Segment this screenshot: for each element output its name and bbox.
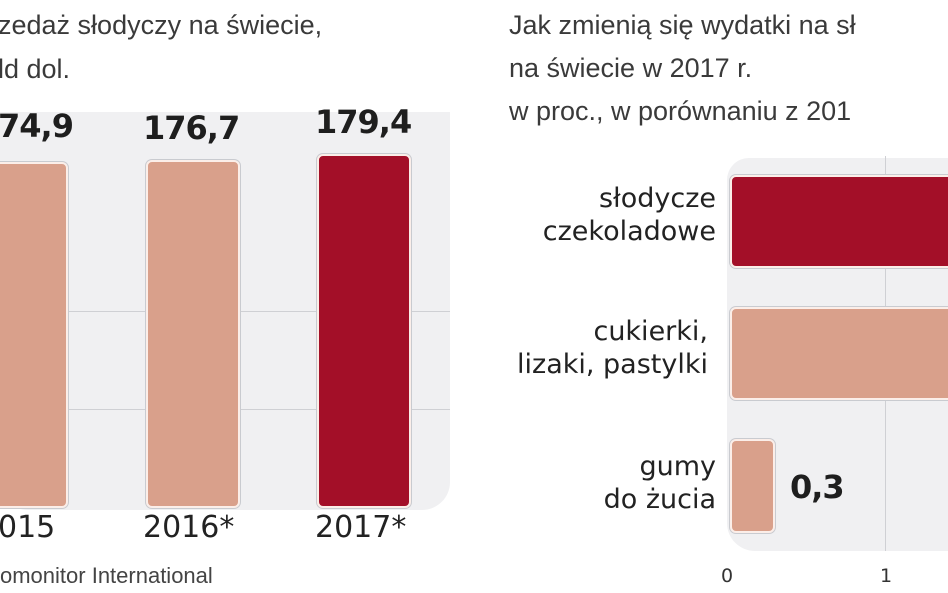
category-label-line: słodycze <box>598 183 716 214</box>
right-chart-title-line-1: Jak zmienią się wydatki na sł <box>509 10 856 40</box>
x-axis-tick: 0 <box>721 565 734 587</box>
category-label-line: do żucia <box>603 484 716 515</box>
category-label-line: lizaki, pastylki <box>517 349 708 380</box>
bar-value-label: 74,9 <box>0 107 74 145</box>
x-axis-tick: 1 <box>880 565 893 587</box>
x-axis-label: 2017* <box>315 510 407 545</box>
bar-2016 <box>146 160 240 508</box>
category-label-line: gumy <box>639 451 716 482</box>
category-label: gumy do żucia <box>470 450 716 516</box>
left-chart-title-line-2: ld dol. <box>0 54 71 84</box>
x-axis-label: 2016* <box>143 510 235 545</box>
left-chart-title-line-1: zedaż słodyczy na świecie, <box>0 10 323 40</box>
bar-value-label: 0,3 <box>790 468 845 506</box>
x-axis-label: 015 <box>0 510 56 545</box>
bar-slodycze-czekoladowe <box>730 175 948 268</box>
bar-value-label: 179,4 <box>315 103 412 141</box>
source-note: omonitor International <box>0 563 213 588</box>
bar-value-label: 176,7 <box>143 109 240 147</box>
category-label: słodycze czekoladowe <box>470 182 716 248</box>
right-chart-title-line-2: na świecie w 2017 r. <box>509 53 753 83</box>
bar-gumy-do-zucia <box>730 439 775 533</box>
bar-2017 <box>317 154 411 508</box>
bar-2015 <box>0 162 68 508</box>
category-label: cukierki, lizaki, pastylki <box>470 315 708 381</box>
category-label-line: czekoladowe <box>542 216 716 247</box>
right-chart-title-line-3: w proc., w porównaniu z 201 <box>509 96 852 126</box>
category-label-line: cukierki, <box>593 316 708 347</box>
bar-cukierki-lizaki-pastylki <box>730 307 948 400</box>
